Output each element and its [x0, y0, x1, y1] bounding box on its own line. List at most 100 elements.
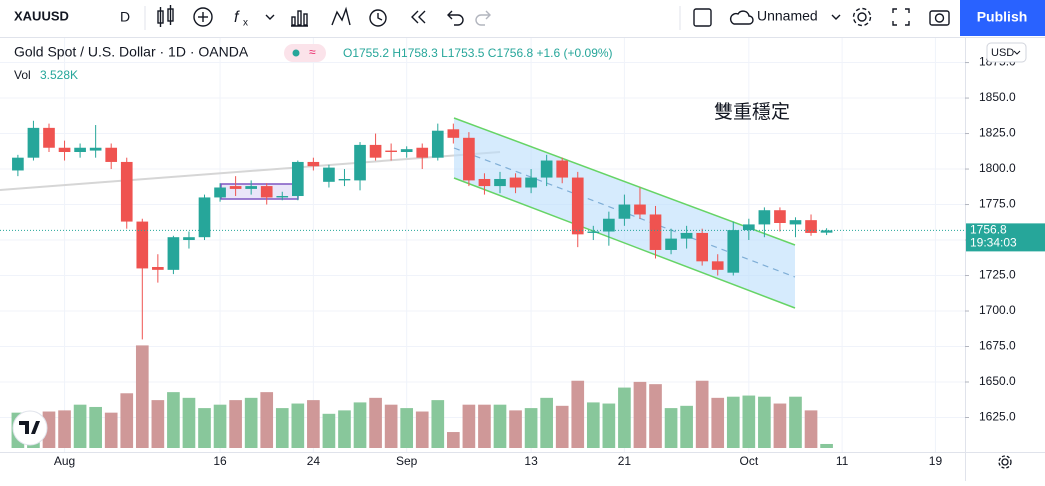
volume-bar [586, 402, 600, 448]
chart-type-button[interactable] [157, 5, 174, 27]
symbol[interactable]: XAUUSD [14, 8, 69, 23]
candle-body [291, 161, 304, 197]
financials-button[interactable] [291, 10, 308, 27]
layout-name[interactable]: Unnamed [757, 8, 818, 24]
countdown: 19:34:03 [970, 236, 1017, 250]
candle-body [385, 150, 397, 153]
indicators-button-sub[interactable]: x [243, 18, 248, 29]
candle-body [727, 230, 740, 273]
last-price-label: 1756.8 [970, 223, 1007, 237]
fullscreen-button[interactable] [892, 8, 910, 26]
currency-label[interactable]: USD [991, 47, 1014, 59]
x-tick-label: 16 [213, 454, 227, 468]
annotation: 雙重穩定 [714, 101, 790, 123]
candle-body [820, 230, 833, 233]
candle-body [525, 177, 537, 188]
logo-circle [12, 410, 48, 446]
price-axis: 1625.01650.01675.01700.01725.01750.01775… [965, 55, 1045, 424]
volume-bar [680, 405, 693, 448]
volume-bar [493, 404, 507, 448]
volume-bar [555, 405, 569, 448]
plot [0, 120, 965, 448]
toolbar-bg [0, 0, 1045, 37]
candle-body [136, 221, 149, 269]
publish-button[interactable] [960, 0, 1045, 36]
volume-bar [758, 396, 771, 448]
undo-button[interactable] [447, 10, 464, 26]
x-tick-label: 24 [307, 454, 321, 468]
candle-body [431, 130, 444, 158]
candle-body [463, 137, 475, 181]
volume-bar [447, 432, 460, 448]
candle-body [696, 232, 709, 262]
y-tick-label: 1775.0 [979, 197, 1016, 211]
candle-body [571, 177, 584, 235]
volume-bar [275, 408, 289, 448]
candle-body [618, 204, 631, 219]
candle-body [680, 232, 693, 239]
time-axis-settings[interactable] [998, 455, 1012, 469]
publish-label[interactable]: Publish [977, 9, 1028, 25]
x-tick-label: Aug [54, 454, 75, 468]
chart-title: Gold Spot / U.S. Dollar · 1D · OANDA [14, 44, 249, 60]
candle-body [338, 178, 351, 181]
candle-body [742, 224, 755, 231]
candle-body [805, 220, 817, 233]
alert-button[interactable] [369, 9, 387, 27]
channel-middle [453, 147, 796, 278]
settings-button[interactable] [852, 7, 872, 27]
candle-body [89, 147, 102, 151]
toolbar-icons: f x [157, 5, 950, 29]
x-tick-label: 19 [929, 454, 943, 468]
status-icon: ≈ [309, 45, 316, 59]
snapshot-button[interactable] [929, 10, 950, 26]
volume-bar [104, 412, 118, 448]
time-axis: Aug 16 24 Sep 13 21 Oct 11 19 [54, 454, 943, 468]
indicators-button[interactable]: f [234, 9, 240, 26]
currency-button[interactable] [986, 42, 1027, 63]
interval[interactable]: D [120, 9, 130, 25]
candle-body [152, 267, 164, 270]
candle-body [758, 210, 771, 225]
volume-bar [307, 400, 320, 448]
candle-body [120, 161, 133, 222]
candle-body [587, 231, 600, 233]
drawings [0, 117, 796, 309]
candle-body [556, 160, 569, 178]
volume-bar [602, 403, 616, 448]
candle-body [478, 178, 491, 187]
ohlc-text: O1755.2 H1758.3 L1753.5 C1756.8 +1.6 (+0… [343, 46, 613, 60]
volume-bar [135, 345, 149, 448]
candle-body [416, 147, 429, 158]
axes: 1625.01650.01675.01700.01725.01750.01775… [0, 38, 1045, 481]
y-tick-label: 1700.0 [979, 303, 1016, 317]
candle-body [43, 127, 55, 148]
volume-bar [742, 395, 756, 448]
volume-bar [789, 396, 802, 448]
volume-bar [415, 411, 429, 448]
templates-button[interactable] [331, 6, 351, 26]
volume-bar [338, 410, 351, 448]
candle-body [12, 157, 24, 171]
dropdown-caret[interactable] [265, 14, 275, 20]
layout-caret[interactable] [831, 14, 841, 20]
layout-button[interactable] [693, 8, 712, 27]
volume-value: 3.528K [40, 68, 78, 82]
volume-bar [618, 387, 631, 448]
candle-body [276, 196, 289, 198]
save-cloud-icon[interactable] [729, 10, 754, 25]
replay-button[interactable] [411, 10, 426, 24]
volume-label: Vol [14, 68, 31, 82]
volume-bar [151, 400, 165, 448]
add-compare-button[interactable] [193, 7, 213, 27]
redo-button[interactable] [475, 10, 491, 26]
y-tick-label: 1850.0 [979, 90, 1016, 104]
candle-body [27, 127, 40, 158]
currency-caret[interactable] [1013, 50, 1021, 55]
x-tick-label: Sep [396, 454, 418, 468]
candle-body [540, 160, 553, 178]
volume-bar [182, 397, 196, 448]
volume-bar [244, 397, 258, 448]
candle-body [634, 204, 646, 215]
